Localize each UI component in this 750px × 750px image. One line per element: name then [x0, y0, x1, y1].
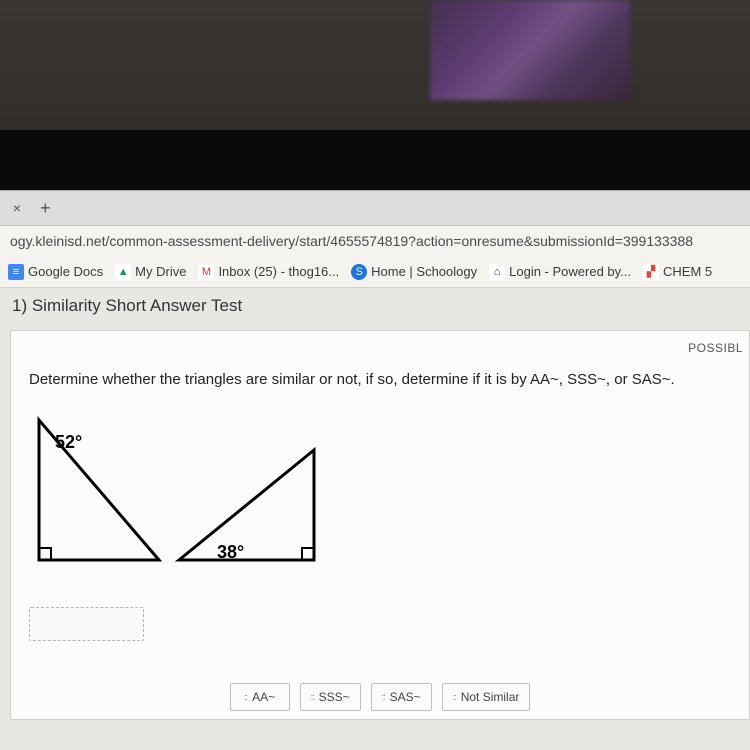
points-possible-label: POSSIBL	[688, 341, 743, 355]
drag-grip-icon: ::	[453, 692, 456, 702]
bookmark-favicon: M	[198, 264, 214, 280]
bookmark-item[interactable]: ⌂ Login - Powered by...	[489, 264, 631, 280]
black-bar	[0, 130, 750, 190]
tab-strip: × +	[0, 191, 750, 226]
triangle-diagram: 52° 38°	[29, 410, 369, 570]
choice-label: SSS~	[319, 690, 350, 704]
answer-choice[interactable]: ::Not Similar	[442, 683, 531, 711]
new-tab-button[interactable]: +	[34, 198, 57, 219]
drag-grip-icon: ::	[311, 692, 314, 702]
bookmark-label: CHEM 5	[663, 264, 712, 279]
bookmark-label: Google Docs	[28, 264, 103, 279]
bookmark-label: Login - Powered by...	[509, 264, 631, 279]
drag-grip-icon: ::	[382, 692, 385, 702]
answer-choice[interactable]: ::SSS~	[300, 683, 361, 711]
monitor-bezel	[0, 0, 750, 190]
bookmark-label: Home | Schoology	[371, 264, 477, 279]
screen-reflection	[430, 0, 630, 100]
bookmark-item[interactable]: M Inbox (25) - thog16...	[198, 264, 339, 280]
drag-grip-icon: ::	[244, 692, 247, 702]
answer-choice[interactable]: ::SAS~	[371, 683, 432, 711]
choice-label: SAS~	[390, 690, 421, 704]
bookmark-item[interactable]: S Home | Schoology	[351, 264, 477, 280]
page-content: 1) Similarity Short Answer Test POSSIBL …	[0, 288, 750, 750]
bookmark-favicon: ▲	[115, 264, 131, 280]
question-panel: POSSIBL Determine whether the triangles …	[10, 330, 750, 720]
svg-text:38°: 38°	[217, 542, 244, 562]
svg-text:52°: 52°	[55, 432, 82, 452]
bookmark-item[interactable]: ▲ My Drive	[115, 264, 186, 280]
choice-label: Not Similar	[461, 690, 520, 704]
bookmark-favicon: ⌂	[489, 264, 505, 280]
tab-close-button[interactable]: ×	[8, 199, 26, 217]
bookmark-item[interactable]: ▞ CHEM 5	[643, 264, 712, 280]
bookmark-item[interactable]: ≡ Google Docs	[8, 264, 103, 280]
bookmark-favicon: S	[351, 264, 367, 280]
bookmark-label: My Drive	[135, 264, 186, 279]
bookmark-favicon: ▞	[643, 264, 659, 280]
answer-choices-row: ::AA~::SSS~::SAS~::Not Similar	[11, 683, 749, 711]
bookmark-label: Inbox (25) - thog16...	[218, 264, 339, 279]
answer-drop-slot[interactable]	[29, 607, 144, 641]
figure-container: 52° 38°	[11, 398, 749, 587]
page-title: 1) Similarity Short Answer Test	[10, 296, 750, 316]
choice-label: AA~	[252, 690, 275, 704]
question-text: Determine whether the triangles are simi…	[11, 331, 749, 398]
bookmark-favicon: ≡	[8, 264, 24, 280]
browser-window: × + ogy.kleinisd.net/common-assessment-d…	[0, 190, 750, 750]
answer-choice[interactable]: ::AA~	[230, 683, 290, 711]
address-bar[interactable]: ogy.kleinisd.net/common-assessment-deliv…	[0, 226, 750, 256]
bookmarks-bar: ≡ Google Docs ▲ My Drive M Inbox (25) - thog1…	[0, 256, 750, 288]
